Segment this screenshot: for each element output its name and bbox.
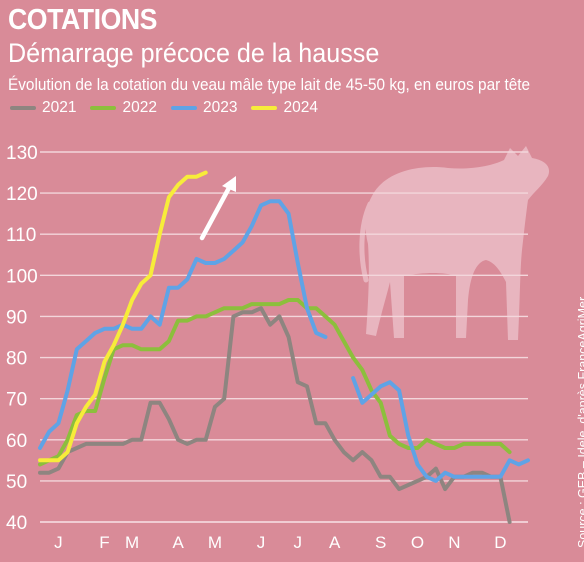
- x-tick-label-9: O: [411, 533, 424, 552]
- arrow-up-right-icon: [199, 176, 236, 241]
- x-tick-label-7: A: [329, 533, 341, 552]
- y-tick-label-50: 50: [6, 472, 27, 493]
- legend-swatch-2023: [170, 106, 197, 110]
- calf-tail-shape: [359, 201, 373, 283]
- legend: 2021 2022 2023 2024: [10, 99, 318, 117]
- legend-item-2023: 2023: [170, 99, 238, 117]
- arrow-shaft: [199, 183, 233, 241]
- legend-label-2021: 2021: [42, 99, 77, 116]
- y-tick-label-90: 90: [6, 307, 27, 328]
- legend-swatch-2022: [90, 106, 117, 110]
- x-tick-label-3: A: [172, 533, 184, 552]
- legend-swatch-2024: [251, 106, 278, 110]
- y-tick-label-70: 70: [6, 390, 27, 411]
- y-tick-label-120: 120: [6, 184, 38, 205]
- x-tick-label-11: D: [494, 533, 506, 552]
- series-line-2023-part-2: [351, 376, 530, 483]
- x-tick-label-2: M: [125, 533, 139, 552]
- chart-subtitle: Évolution de la cotation du veau mâle ty…: [8, 76, 531, 94]
- y-tick-label-80: 80: [6, 349, 27, 370]
- y-tick-label-110: 110: [6, 225, 36, 246]
- calf-silhouette-shape: [365, 146, 550, 340]
- legend-label-2023: 2023: [202, 99, 238, 116]
- series-line-2022: [38, 298, 512, 467]
- x-tick-label-6: J: [294, 533, 303, 552]
- y-tick-label-40: 40: [6, 513, 27, 534]
- series-line-2024: [38, 170, 208, 463]
- series-line-2021: [38, 306, 512, 524]
- x-tick-label-0: J: [54, 533, 63, 552]
- x-tick-label-5: J: [257, 533, 266, 552]
- legend-item-2021: 2021: [10, 99, 76, 117]
- arrow-head: [222, 176, 236, 192]
- legend-item-2024: 2024: [251, 99, 318, 117]
- chart-kicker: COTATIONS: [8, 4, 158, 36]
- legend-item-2022: 2022: [90, 99, 157, 117]
- y-tick-label-100: 100: [6, 266, 38, 287]
- legend-label-2022: 2022: [122, 99, 157, 116]
- chart-title: Démarrage précoce de la hausse: [8, 38, 380, 68]
- x-tick-label-10: N: [448, 533, 460, 552]
- y-tick-label-60: 60: [6, 431, 27, 452]
- legend-label-2024: 2024: [283, 99, 318, 116]
- y-tick-label-130: 130: [6, 143, 38, 164]
- series-line-2023-part-1: [38, 199, 328, 450]
- calf-icon: [359, 146, 550, 340]
- source-note: Source : GEB – Idele, d'après FranceAgri…: [576, 296, 584, 548]
- x-tick-label-8: S: [375, 533, 386, 552]
- x-tick-label-1: F: [99, 533, 109, 552]
- x-tick-label-4: M: [208, 533, 222, 552]
- legend-swatch-2021: [10, 106, 36, 110]
